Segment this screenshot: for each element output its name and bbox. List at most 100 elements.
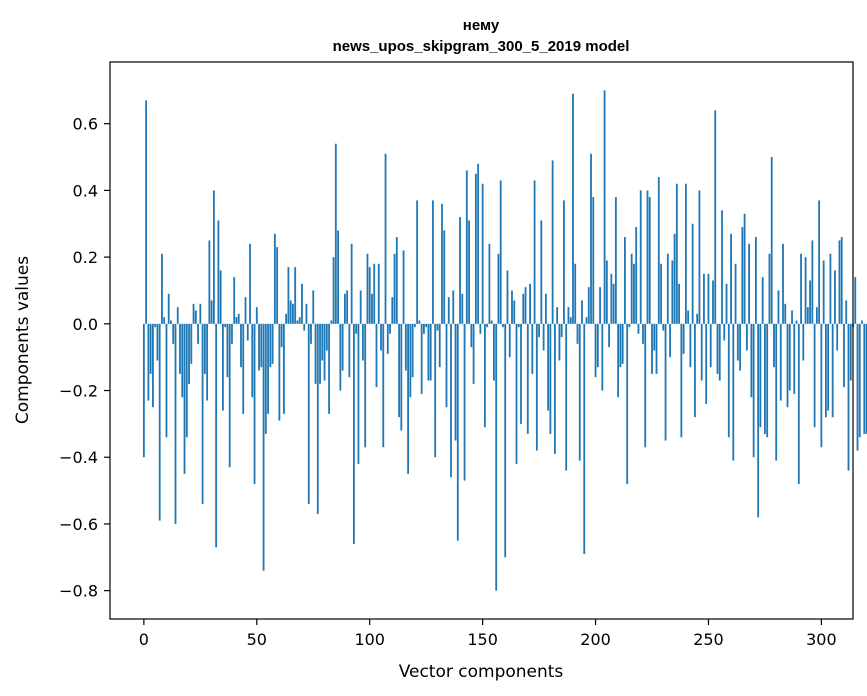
- bar-82: [328, 323, 330, 414]
- bar-189: [569, 317, 572, 324]
- bar-79: [321, 323, 324, 361]
- bar-29: [208, 240, 211, 324]
- bar-113: [398, 323, 400, 418]
- bar-257: [723, 323, 726, 341]
- bar-15: [176, 307, 179, 324]
- bar-58: [273, 233, 276, 324]
- bar-77: [316, 323, 319, 514]
- bar-116: [404, 323, 407, 371]
- bar-68: [296, 320, 299, 324]
- bar-290: [797, 323, 800, 484]
- chart-title-model: news_upos_skipgram_300_5_2019 model: [333, 38, 630, 55]
- bar-135: [447, 297, 450, 324]
- bar-112: [395, 237, 398, 324]
- bar-37: [226, 323, 229, 378]
- bar-84: [332, 257, 335, 324]
- bar-211: [619, 323, 622, 368]
- bar-108: [386, 323, 389, 354]
- bar-230: [662, 323, 665, 331]
- bar-171: [529, 283, 531, 324]
- bar-14: [174, 323, 177, 524]
- bar-276: [766, 323, 769, 438]
- bar-80: [323, 323, 326, 381]
- bar-35: [222, 323, 224, 411]
- bar-168: [522, 293, 525, 324]
- bar-50: [255, 307, 258, 324]
- bar-275: [764, 323, 766, 434]
- bar-155: [493, 323, 495, 381]
- bar-213: [624, 237, 626, 324]
- bar-200: [594, 323, 597, 378]
- bar-75: [312, 290, 315, 324]
- bar-2: [147, 323, 150, 401]
- bar-255: [718, 323, 721, 381]
- bar-57: [271, 323, 274, 364]
- bar-298: [815, 307, 818, 324]
- bar-299: [818, 200, 821, 324]
- bar-139: [456, 323, 459, 541]
- bar-233: [669, 323, 671, 358]
- bar-30: [210, 300, 213, 324]
- bar-127: [429, 323, 432, 381]
- bar-92: [350, 243, 353, 324]
- bars-group: [142, 90, 867, 591]
- bar-115: [402, 250, 405, 324]
- bar-266: [743, 213, 746, 324]
- bar-143: [465, 170, 468, 324]
- bar-55: [267, 323, 269, 414]
- bar-312: [847, 323, 850, 471]
- y-tick-label: −0.2: [59, 382, 98, 401]
- bar-120: [413, 323, 416, 328]
- bar-281: [777, 290, 780, 324]
- bar-76: [314, 323, 317, 384]
- bar-250: [707, 273, 710, 324]
- bar-47: [249, 243, 251, 324]
- bar-252: [712, 280, 714, 324]
- bar-242: [689, 323, 692, 368]
- bar-165: [515, 323, 518, 464]
- bar-12: [170, 320, 172, 324]
- bar-241: [687, 310, 690, 324]
- bar-78: [319, 323, 321, 384]
- y-tick-label: −0.8: [59, 582, 98, 601]
- bar-21: [190, 323, 193, 364]
- bar-102: [373, 263, 376, 324]
- y-axis-ticks: −0.8 −0.6 −0.4 −0.2 0.0 0.2 0.4 0.6: [59, 115, 110, 601]
- bar-279: [773, 323, 775, 368]
- bar-83: [330, 320, 333, 324]
- bar-318: [861, 320, 863, 324]
- bar-228: [657, 177, 660, 324]
- bar-289: [795, 320, 798, 324]
- bar-129: [434, 323, 437, 458]
- bar-286: [788, 323, 791, 391]
- bar-234: [671, 260, 674, 324]
- bar-220: [639, 190, 642, 324]
- bar-303: [827, 323, 830, 411]
- bar-144: [468, 220, 470, 324]
- bar-315: [854, 277, 857, 324]
- bar-10: [165, 323, 168, 438]
- bar-264: [739, 323, 741, 371]
- bar-147: [474, 173, 477, 324]
- bar-154: [490, 320, 493, 324]
- bar-48: [251, 323, 254, 398]
- y-tick-label: 0.0: [73, 315, 98, 334]
- bar-69: [298, 317, 301, 324]
- bar-206: [608, 323, 610, 348]
- x-tick-label: 0: [139, 630, 149, 649]
- bar-186: [563, 200, 565, 324]
- bar-85: [334, 143, 337, 324]
- bar-270: [752, 323, 755, 458]
- bar-104: [377, 263, 380, 324]
- bar-149: [479, 323, 482, 334]
- bar-63: [285, 313, 288, 324]
- x-tick-label: 300: [806, 630, 837, 649]
- bar-40: [233, 277, 236, 324]
- bar-18: [183, 323, 186, 474]
- bar-319: [863, 323, 866, 434]
- bar-43: [240, 323, 242, 368]
- bar-7: [158, 323, 161, 521]
- bar-72: [305, 303, 308, 324]
- bar-97: [362, 323, 364, 361]
- bar-273: [759, 323, 762, 428]
